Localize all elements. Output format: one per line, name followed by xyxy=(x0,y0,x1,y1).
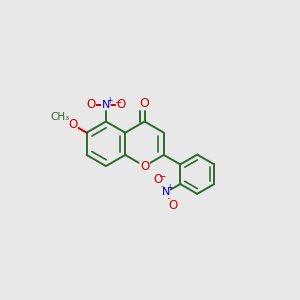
Text: O: O xyxy=(86,98,95,111)
Text: +: + xyxy=(167,183,173,192)
Text: N: N xyxy=(162,188,170,197)
Text: N: N xyxy=(102,100,110,110)
Text: CH₃: CH₃ xyxy=(50,112,70,122)
Text: O: O xyxy=(154,173,163,186)
Text: O: O xyxy=(68,118,77,131)
Text: +: + xyxy=(106,96,113,105)
Text: O: O xyxy=(140,160,149,172)
Text: O: O xyxy=(116,98,126,111)
Text: −: − xyxy=(158,172,165,181)
Text: −: − xyxy=(114,97,121,106)
Text: O: O xyxy=(169,199,178,212)
Text: O: O xyxy=(140,97,149,110)
